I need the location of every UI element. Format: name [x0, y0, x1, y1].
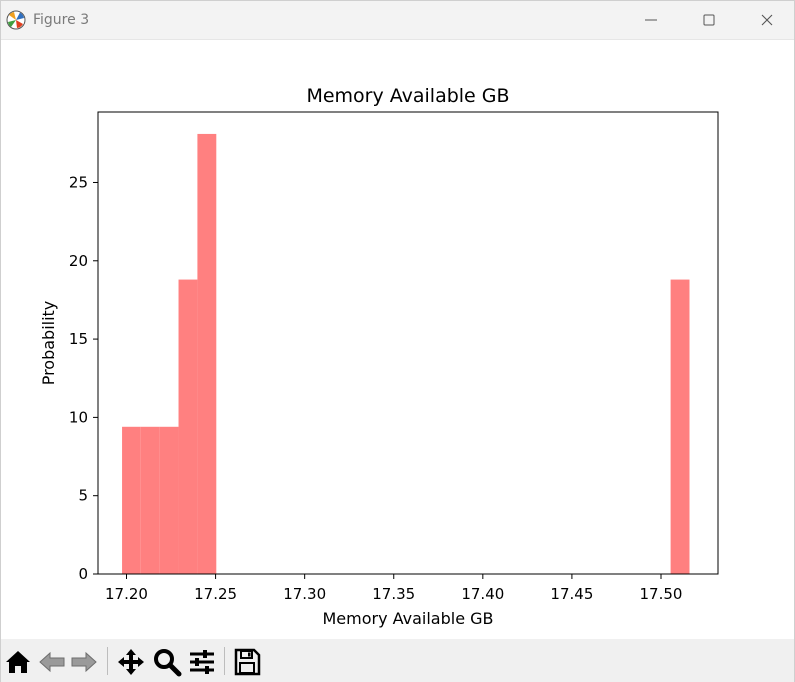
figure-canvas[interactable]: Memory Available GB 17.20 17.25 17.30 17.35… — [1, 40, 794, 639]
x-tick-label: 17.50 — [640, 585, 683, 603]
arrow-right-icon[interactable] — [69, 647, 99, 677]
histogram-bar — [197, 133, 217, 574]
chart-title: Memory Available GB — [306, 85, 509, 107]
sliders-icon[interactable] — [187, 647, 217, 677]
arrow-left-icon[interactable] — [37, 647, 67, 677]
close-button[interactable] — [744, 1, 790, 39]
histogram-bars — [122, 133, 690, 574]
title-bar[interactable]: Figure 3 — [1, 1, 794, 40]
y-tick-label: 20 — [69, 252, 88, 270]
maximize-icon — [703, 14, 715, 26]
x-axis-label: Memory Available GB — [322, 609, 493, 628]
magnifier-icon[interactable] — [152, 647, 182, 677]
navigation-toolbar — [1, 639, 794, 682]
y-tick-label: 5 — [78, 487, 88, 505]
toolbar-separator — [107, 647, 108, 675]
minimize-icon — [645, 19, 657, 21]
y-tick-label: 15 — [69, 330, 88, 348]
histogram-chart: Memory Available GB 17.20 17.25 17.30 17.35… — [39, 85, 719, 628]
y-axis-label: Probability — [39, 301, 58, 386]
window-title: Figure 3 — [33, 12, 90, 28]
y-axis-ticks: 0 5 10 15 20 25 — [69, 173, 98, 583]
histogram-bar — [140, 426, 160, 574]
x-tick-label: 17.20 — [105, 585, 148, 603]
histogram-bar — [122, 426, 141, 574]
minimize-button[interactable] — [628, 1, 674, 39]
axes-frame — [97, 111, 719, 575]
matplotlib-logo-icon — [6, 10, 26, 30]
maximize-button[interactable] — [686, 1, 732, 39]
x-tick-label: 17.45 — [550, 585, 593, 603]
x-axis-ticks: 17.20 17.25 17.30 17.35 17.40 17.45 17.50 — [105, 574, 682, 603]
x-tick-label: 17.30 — [283, 585, 326, 603]
home-icon[interactable] — [3, 647, 33, 677]
x-tick-label: 17.35 — [372, 585, 415, 603]
histogram-bar — [159, 426, 179, 574]
x-tick-label: 17.40 — [461, 585, 504, 603]
histogram-bar — [670, 279, 690, 574]
toolbar-separator — [224, 647, 225, 675]
move-icon[interactable] — [116, 647, 146, 677]
floppy-disk-icon[interactable] — [232, 647, 262, 677]
x-tick-label: 17.25 — [194, 585, 237, 603]
y-tick-label: 0 — [78, 565, 88, 583]
y-tick-label: 25 — [69, 173, 88, 191]
y-tick-label: 10 — [69, 408, 88, 426]
close-icon — [761, 14, 773, 26]
histogram-bar — [178, 279, 198, 574]
